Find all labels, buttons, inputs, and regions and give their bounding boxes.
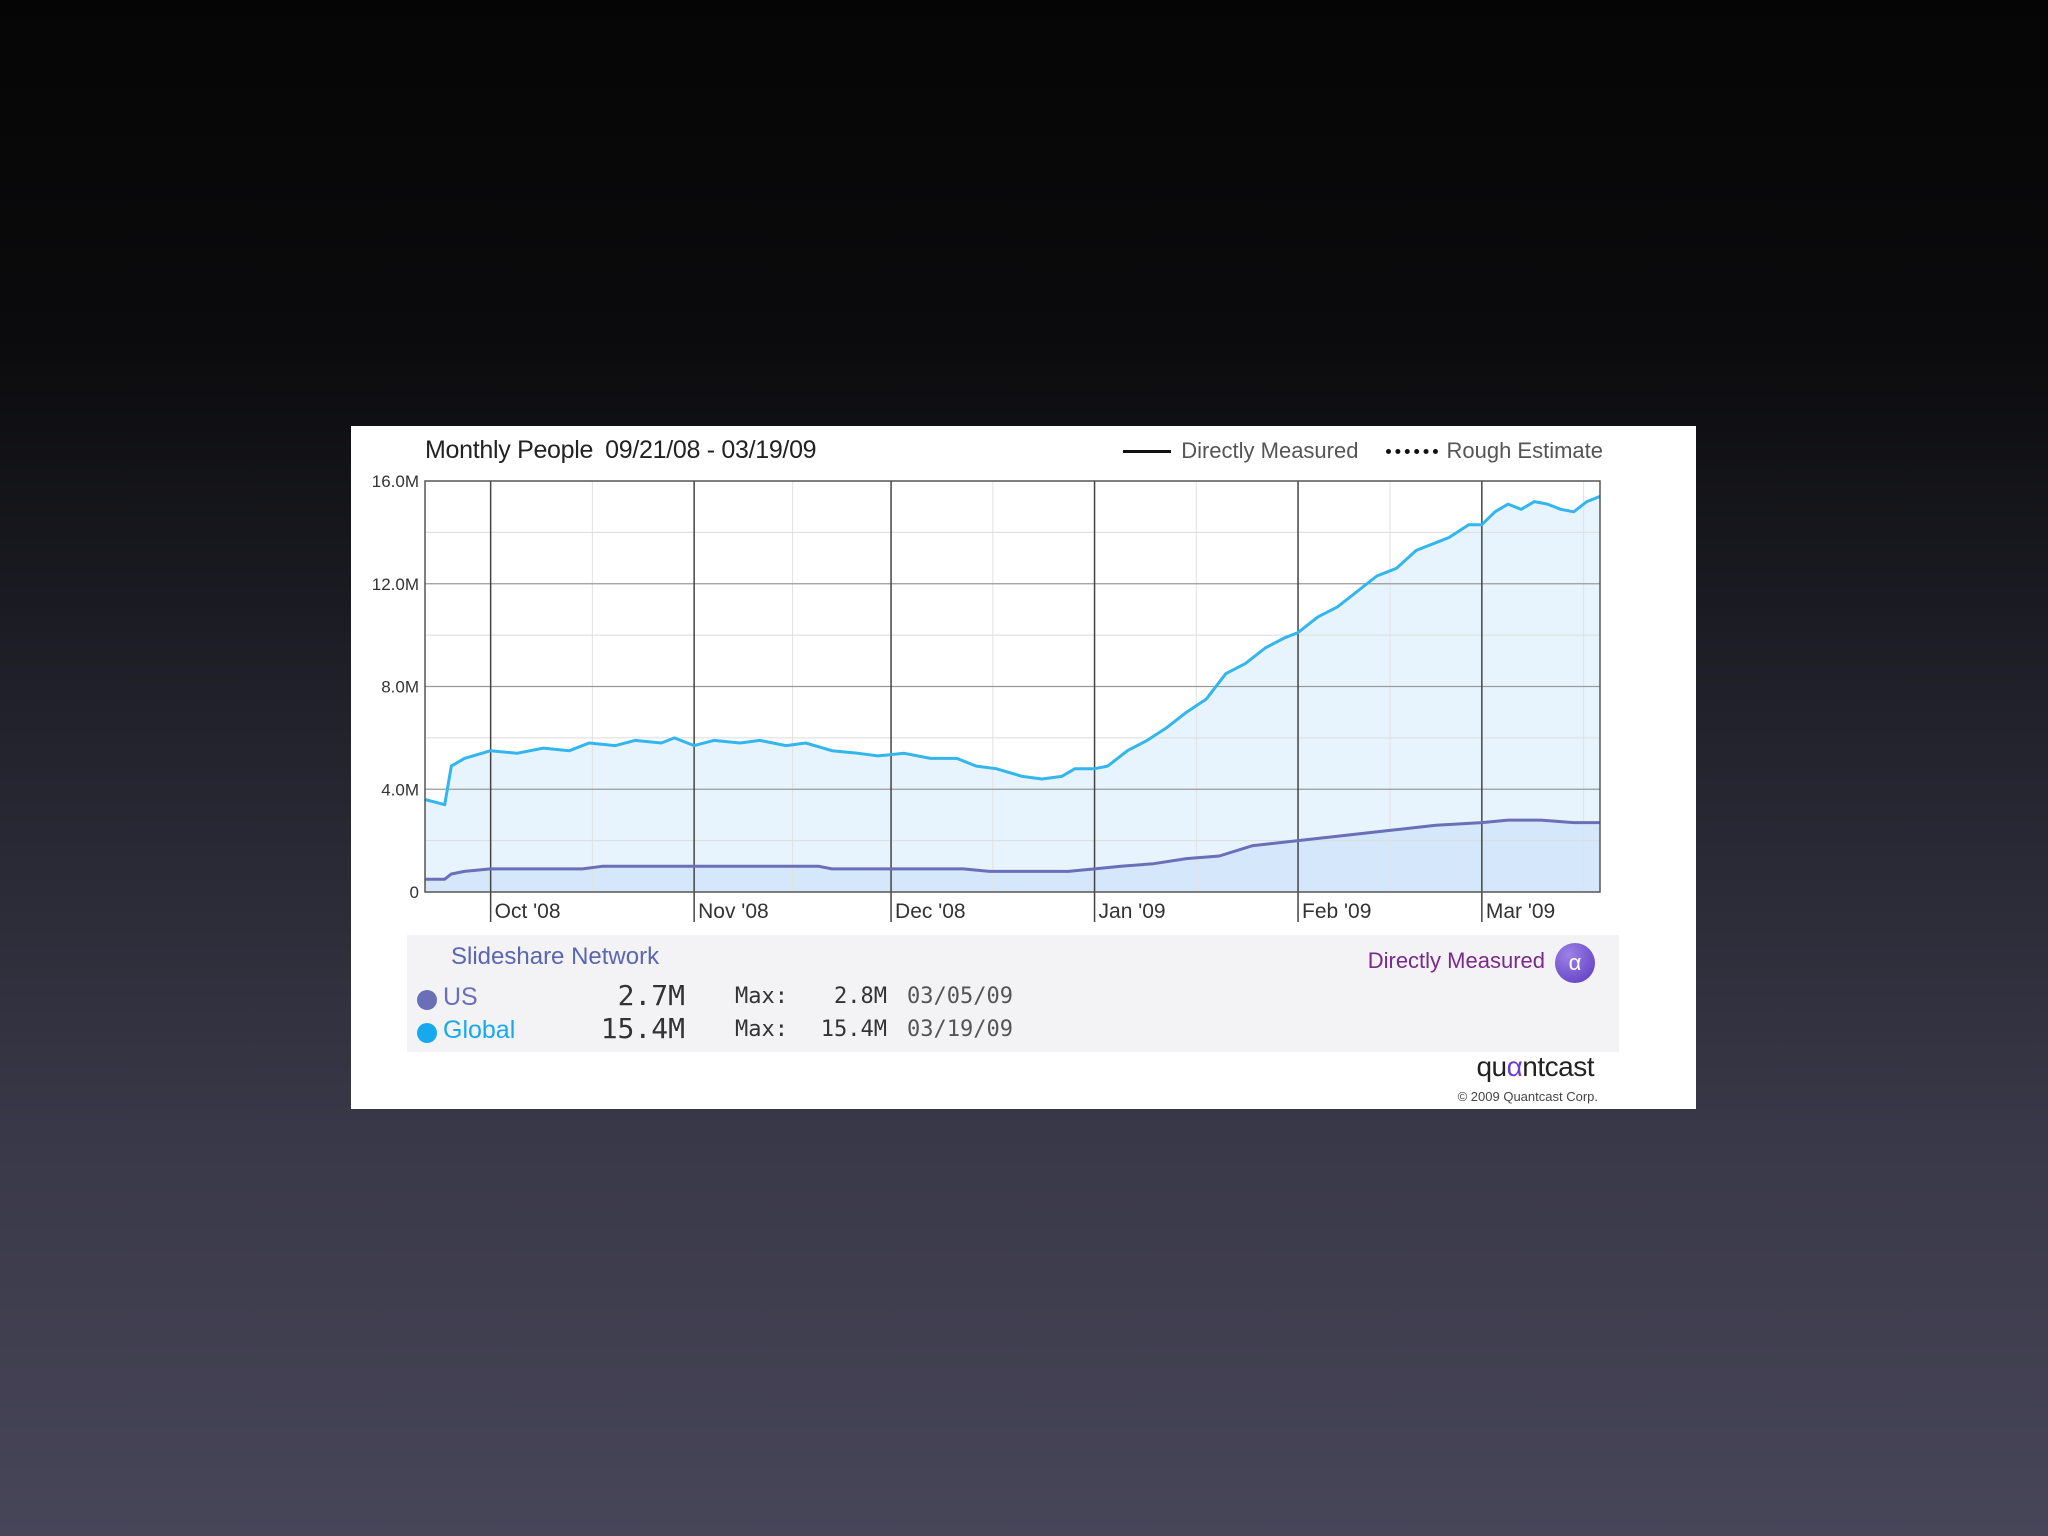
chart-title: Monthly People 09/21/08 - 03/19/09 — [425, 436, 817, 465]
legend-direct-label: Directly Measured — [1181, 438, 1359, 463]
alpha-icon[interactable]: α — [1555, 943, 1595, 983]
y-tick-label: 16.0M — [372, 472, 419, 491]
area-chart: 0 4.0M 8.0M 12.0M 16.0M Oct '08 Nov '08 Dec '08… — [372, 472, 1601, 923]
chart-date-range: 09/21/08 - 03/19/09 — [605, 436, 817, 464]
traffic-chart-card: Monthly People 09/21/08 - 03/19/09 Direct… — [351, 426, 1696, 1109]
x-tick-label: Nov '08 — [698, 900, 769, 923]
global-series-name[interactable]: Global — [443, 1016, 516, 1044]
series-line-global — [424, 495, 1601, 807]
series-area-global — [425, 496, 1600, 892]
us-series-name[interactable]: US — [443, 983, 478, 1011]
us-max-label: Max: — [735, 984, 788, 1009]
logo-text-accent: α — [1506, 1051, 1523, 1082]
x-tick-label: Oct '08 — [495, 900, 561, 923]
global-max-date: 03/19/09 — [907, 1017, 1013, 1042]
x-tick-label: Jan '09 — [1099, 900, 1166, 923]
x-tick-label: Mar '09 — [1486, 900, 1555, 923]
chart-legend: Directly Measured Rough Estimate — [1123, 438, 1603, 464]
global-dot-icon — [417, 1023, 437, 1043]
us-value: 2.7M — [617, 979, 685, 1012]
directly-measured-badge-label: Directly Measured — [1367, 948, 1545, 973]
global-max-value: 15.4M — [820, 1017, 887, 1042]
global-value: 15.4M — [600, 1012, 685, 1045]
y-tick-label: 0 — [410, 883, 419, 902]
copyright-notice: © 2009 Quantcast Corp. — [1457, 1089, 1598, 1104]
y-tick-label: 12.0M — [372, 575, 419, 594]
legend-rough-label: Rough Estimate — [1446, 438, 1603, 463]
us-max-value: 2.8M — [834, 984, 887, 1009]
y-tick-label: 8.0M — [381, 678, 419, 697]
legend-dotted-line-icon — [1386, 448, 1439, 454]
global-max-label: Max: — [735, 1017, 788, 1042]
legend-solid-line-icon — [1123, 449, 1172, 453]
series-area-us — [425, 820, 1600, 892]
chart-title-label: Monthly People — [425, 436, 594, 464]
quantcast-logo[interactable]: quαntcast — [1476, 1051, 1594, 1083]
us-max-date: 03/05/09 — [907, 984, 1013, 1009]
x-tick-label: Feb '09 — [1302, 900, 1371, 923]
x-tick-label: Dec '08 — [895, 900, 966, 923]
network-title: Slideshare Network — [451, 943, 660, 970]
plot-frame — [424, 480, 1601, 893]
series-line-us — [425, 818, 1600, 881]
y-tick-label: 4.0M — [381, 780, 419, 799]
logo-text-pre: qu — [1476, 1051, 1507, 1082]
stats-panel: Slideshare Network Directly Measured α U… — [407, 935, 1619, 1052]
us-dot-icon — [417, 990, 437, 1010]
logo-text-post: ntcast — [1522, 1051, 1594, 1082]
